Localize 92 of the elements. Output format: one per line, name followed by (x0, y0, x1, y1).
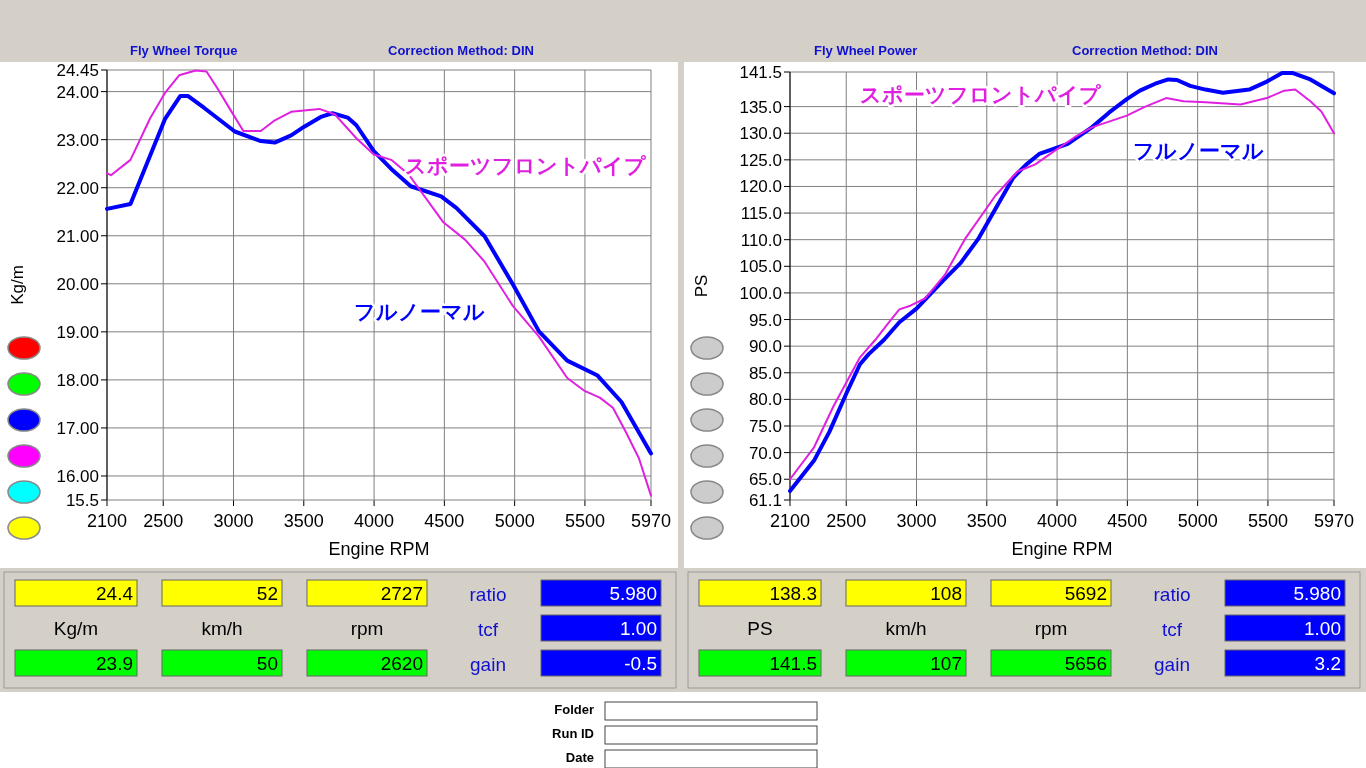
text: 5656 (1064, 653, 1107, 674)
y-tick-label: 16.00 (56, 466, 99, 486)
x-axis-title: Engine RPM (1011, 539, 1113, 559)
text: rpm (350, 618, 384, 639)
text: 5692 (1064, 583, 1107, 604)
text: gain (1154, 654, 1190, 675)
y-tick-label: 110.0 (740, 230, 782, 250)
y-tick-label: 65.0 (748, 470, 782, 490)
x-tick-label: 5000 (1177, 511, 1218, 531)
text: 5.980 (1293, 583, 1341, 604)
text: tcf (1161, 619, 1183, 640)
y-tick-label: 23.00 (56, 130, 99, 150)
x-tick-label: 3500 (283, 511, 324, 531)
text: km/h (885, 618, 927, 639)
text: 107 (930, 653, 962, 674)
y-tick-label: 120.0 (739, 177, 782, 197)
text: 1.00 (1304, 618, 1341, 639)
y-tick-label: 85.0 (748, 363, 782, 383)
text: Folder (554, 702, 594, 717)
text: ratio (1153, 584, 1191, 605)
y-tick-label: 21.00 (56, 226, 99, 246)
text: 2620 (380, 653, 423, 674)
text: 1.00 (620, 618, 657, 639)
text: Run ID (552, 726, 594, 741)
x-tick-label: 2500 (826, 511, 867, 531)
text: Kg/m (53, 618, 99, 639)
x-tick-label: 2100 (769, 511, 811, 531)
y-axis-title: PS (692, 274, 711, 298)
series-label: スポーツフロントパイプ (405, 154, 647, 178)
text: gain (470, 654, 506, 675)
y-tick-label: 135.0 (739, 97, 782, 117)
chart-subtitle: Correction Method: DIN (1072, 43, 1218, 58)
y-tick-label: 75.0 (748, 417, 782, 436)
text: 141.5 (769, 653, 817, 674)
x-tick-label: 5970 (630, 511, 672, 531)
y-tick-label: 90.0 (748, 337, 782, 357)
chart-title: Fly Wheel Power (814, 43, 918, 58)
y-tick-label: 125.0 (739, 150, 782, 170)
y-tick-label: 141.5 (739, 63, 782, 82)
y-tick-label: 105.0 (739, 257, 782, 277)
series-label: フルノーマル (1132, 138, 1264, 162)
x-tick-label: 2100 (86, 511, 128, 531)
y-tick-label: 22.00 (56, 178, 99, 198)
y-tick-label: 19.00 (56, 322, 99, 342)
chart-subtitle: Correction Method: DIN (388, 43, 534, 58)
y-tick-label: 61.1 (748, 491, 782, 510)
text: 138.3 (769, 583, 817, 604)
y-tick-label: 115.0 (740, 204, 782, 224)
y-tick-label: 24.00 (56, 82, 99, 102)
y-axis-title: Kg/m (8, 265, 27, 305)
y-tick-label: 70.0 (748, 443, 782, 463)
y-tick-label: 20.00 (56, 274, 99, 294)
x-tick-label: 4500 (1107, 511, 1148, 531)
text: 5.980 (609, 583, 657, 604)
text: 24.4 (96, 583, 134, 604)
x-tick-label: 5500 (1247, 511, 1288, 531)
x-tick-label: 5000 (494, 511, 535, 531)
x-tick-label: 3000 (213, 511, 254, 531)
text: rpm (1034, 618, 1068, 639)
x-tick-label: 5500 (564, 511, 605, 531)
text: km/h (201, 618, 243, 639)
y-tick-label: 17.00 (56, 418, 99, 438)
x-tick-label: 2500 (143, 511, 184, 531)
text: 52 (256, 583, 278, 604)
y-tick-label: 24.45 (56, 61, 99, 80)
y-tick-label: 80.0 (748, 390, 782, 410)
line-series (106, 69, 652, 497)
text: 108 (930, 583, 962, 604)
x-tick-label: 3000 (896, 511, 937, 531)
text: PS (747, 618, 773, 639)
y-tick-label: 15.5 (65, 491, 99, 510)
x-tick-label: 4000 (354, 511, 395, 531)
text: 2727 (380, 583, 423, 604)
text: tcf (477, 619, 499, 640)
text: -0.5 (624, 653, 657, 674)
y-tick-label: 100.0 (739, 283, 782, 303)
x-tick-label: 3500 (966, 511, 1007, 531)
text: 50 (256, 653, 278, 674)
x-tick-label: 4000 (1037, 511, 1078, 531)
text: 23.9 (96, 653, 133, 674)
y-tick-label: 18.00 (56, 370, 99, 390)
y-tick-label: 130.0 (739, 124, 782, 144)
series-label: フルノーマル (354, 300, 486, 324)
chart-title: Fly Wheel Torque (130, 43, 238, 58)
text: 3.2 (1314, 653, 1341, 674)
text: ratio (469, 584, 507, 605)
x-axis-title: Engine RPM (328, 539, 430, 559)
x-tick-label: 4500 (424, 511, 465, 531)
x-tick-label: 5970 (1313, 511, 1355, 531)
text: Date (565, 750, 594, 765)
line-series (105, 93, 653, 456)
y-tick-label: 95.0 (748, 310, 782, 330)
